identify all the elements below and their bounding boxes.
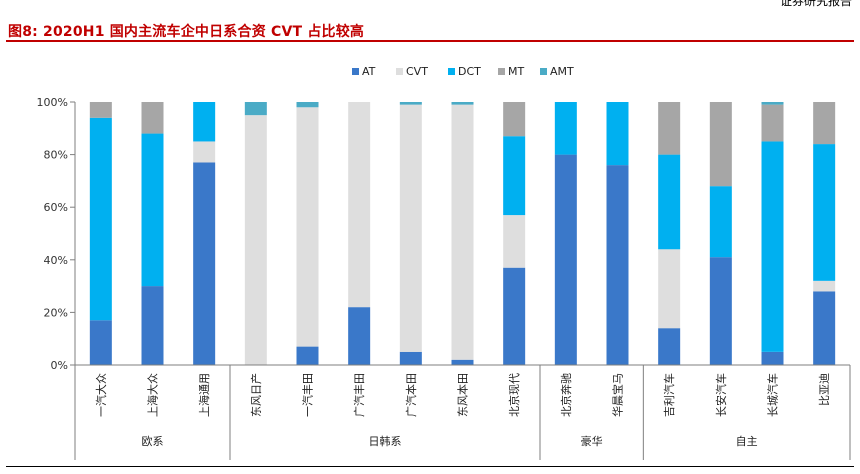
x-tick-label: 东风日产 xyxy=(249,373,263,417)
bar-segment-at xyxy=(193,162,216,365)
x-tick-label: 长安汽车 xyxy=(714,373,728,417)
chart-legend: AT CVT DCT MT AMT xyxy=(352,65,574,78)
bar-segment-dct xyxy=(813,144,836,281)
x-tick-label: 东风本田 xyxy=(456,373,470,417)
bar-segment-mt xyxy=(658,102,681,155)
figure-title: 图8: 2020H1 国内主流车企中日系合资 CVT 占比较高 xyxy=(8,24,365,40)
legend-swatch-cvt xyxy=(396,68,403,75)
bar-segment-at xyxy=(658,328,681,365)
legend-swatch-amt xyxy=(540,68,547,75)
bar-segment-dct xyxy=(193,102,216,142)
bar-segment-mt xyxy=(709,102,732,187)
bar-segment-at xyxy=(709,257,732,365)
title-divider xyxy=(6,40,854,42)
legend-label-mt: MT xyxy=(508,65,524,78)
bar-segment-at xyxy=(606,165,629,365)
y-tick-label: 60% xyxy=(44,201,68,214)
x-tick-label: 北京奔驰 xyxy=(559,373,573,417)
group-label: 自主 xyxy=(736,435,758,448)
bar-segment-dct xyxy=(141,133,164,287)
bar-segment-dct xyxy=(709,186,732,258)
legend-swatch-dct xyxy=(448,68,455,75)
bar-segment-cvt xyxy=(658,249,681,329)
bar-segment-mt xyxy=(141,102,164,134)
x-axis: 一汽大众 上海大众 上海通用 东风日产 一汽丰田 广汽丰田 广汽本田 东风本田 北京现代 北京奔驰… xyxy=(74,364,851,460)
x-tick-label: 一汽丰田 xyxy=(301,373,315,417)
x-tick-label: 广汽丰田 xyxy=(352,373,366,417)
legend-label-at: AT xyxy=(362,65,376,78)
group-label: 欧系 xyxy=(142,435,164,448)
x-tick-label: 北京现代 xyxy=(507,373,521,417)
bar-segment-amt xyxy=(451,102,474,105)
bar-segment-at xyxy=(399,351,422,365)
legend-label-amt: AMT xyxy=(550,65,574,78)
x-tick-label: 华晨宝马 xyxy=(611,373,625,417)
bar-segment-mt xyxy=(813,102,836,145)
bar-segment-dct xyxy=(658,154,681,250)
bar-segment-at xyxy=(296,346,319,365)
bottom-divider xyxy=(6,466,854,467)
bar-segment-at xyxy=(761,351,784,365)
bar-segment-at xyxy=(554,154,577,365)
x-tick-label: 广汽本田 xyxy=(404,373,418,417)
y-tick-label: 40% xyxy=(44,254,68,267)
bar-segment-cvt xyxy=(399,104,422,352)
bar-segment-at xyxy=(813,291,836,365)
bar-segment-amt xyxy=(296,102,319,108)
bar-segment-mt xyxy=(503,102,526,137)
report-header: 证券研究报告 xyxy=(0,0,860,8)
x-tick-label: 一汽大众 xyxy=(94,373,108,417)
bar-segment-dct xyxy=(606,102,629,166)
y-tick-label: 20% xyxy=(44,306,68,319)
bar-segment-cvt xyxy=(244,115,267,366)
report-header-text: 证券研究报告 xyxy=(779,0,852,8)
bar-segment-at xyxy=(141,286,164,365)
y-tick-label: 100% xyxy=(37,96,68,109)
bar-segment-mt xyxy=(761,104,784,142)
bar-area xyxy=(89,102,836,366)
legend-swatch-mt xyxy=(498,68,505,75)
x-tick-label: 上海大众 xyxy=(146,373,160,417)
group-label: 豪华 xyxy=(581,434,603,448)
bar-segment-cvt xyxy=(296,107,319,347)
y-tick-label: 80% xyxy=(44,149,68,162)
bar-segment-at xyxy=(451,359,474,365)
bar-segment-dct xyxy=(89,117,112,321)
bar-segment-mt xyxy=(89,102,112,118)
bar-segment-at xyxy=(503,267,526,365)
bar-segment-amt xyxy=(399,102,422,105)
legend-label-cvt: CVT xyxy=(406,65,428,78)
bar-segment-amt xyxy=(761,102,784,105)
bar-segment-cvt xyxy=(193,141,216,163)
bar-segment-at xyxy=(348,307,371,365)
x-tick-label: 比亚迪 xyxy=(818,373,831,406)
y-tick-label: 0% xyxy=(51,359,68,372)
x-tick-label: 吉利汽车 xyxy=(662,373,676,417)
bar-segment-cvt xyxy=(813,280,836,292)
x-tick-label: 上海通用 xyxy=(197,373,211,417)
bar-segment-dct xyxy=(503,136,526,216)
bar-segment-cvt xyxy=(451,104,474,360)
x-tick-label: 长城汽车 xyxy=(766,373,780,417)
bar-segment-amt xyxy=(244,102,267,116)
bar-segment-cvt xyxy=(503,215,526,268)
bar-segment-cvt xyxy=(348,102,371,308)
legend-label-dct: DCT xyxy=(458,65,481,78)
y-axis: 0% 20% 40% 60% 80% 100% xyxy=(37,96,76,372)
bar-segment-dct xyxy=(761,141,784,352)
bar-segment-dct xyxy=(554,102,577,155)
legend-swatch-at xyxy=(352,68,359,75)
bar-segment-at xyxy=(89,320,112,365)
group-label: 日韩系 xyxy=(369,434,402,448)
